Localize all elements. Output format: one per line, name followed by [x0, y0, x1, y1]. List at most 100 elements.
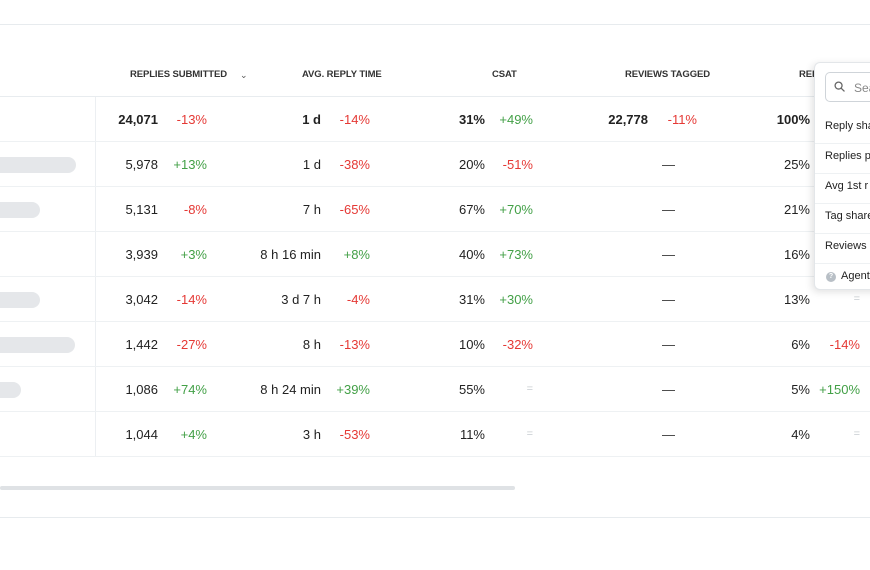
csat-value: 55%: [458, 382, 485, 397]
replies-change: -27%: [176, 337, 207, 352]
share-change: +150%: [819, 382, 860, 397]
metrics-dropdown: Sea Reply sha Replies p Avg 1st r Tag share…: [814, 62, 870, 290]
reviews-tagged-empty: —: [662, 157, 675, 172]
csat-value: 11%: [459, 427, 485, 442]
share-value: 13%: [783, 292, 810, 307]
horizontal-scrollbar[interactable]: [0, 486, 515, 490]
replies-value: 3,042: [125, 292, 158, 307]
metric-option[interactable]: Avg 1st r: [825, 180, 869, 192]
share-value: 25%: [783, 157, 810, 172]
header-csat[interactable]: CSAT: [492, 69, 517, 80]
table-row[interactable]: 5,131 -8% 7 h -65% 67% +70% 21% —: [0, 187, 870, 232]
reviews-tagged-empty: —: [662, 292, 675, 307]
share-change: =: [853, 293, 860, 305]
replies-change: +4%: [180, 427, 207, 442]
replies-value: 3,939: [125, 247, 158, 262]
reply-time-value: 8 h 24 min: [260, 382, 321, 397]
reply-time-change: -65%: [339, 202, 370, 217]
table-row[interactable]: 24,071 -13% 1 d -14% 31% +49% 100% 22,778 -11%: [0, 97, 870, 142]
row-name-placeholder: [0, 382, 21, 398]
table-row[interactable]: 5,978 +13% 1 d -38% 20% -51% 25% —: [0, 142, 870, 187]
row-name-placeholder: [0, 157, 76, 173]
csat-value: 20%: [458, 157, 485, 172]
reply-time-value: 1 d: [302, 112, 321, 127]
info-icon: ?: [826, 272, 836, 282]
replies-change: +13%: [173, 157, 207, 172]
row-name-placeholder: [0, 292, 40, 308]
share-value: 5%: [791, 382, 810, 397]
option-divider: [815, 143, 870, 144]
replies-change: +3%: [180, 247, 207, 262]
option-divider: [815, 203, 870, 204]
metric-option[interactable]: Reply sha: [825, 120, 870, 132]
reply-time-value: 3 h: [302, 427, 321, 442]
search-icon: [834, 81, 845, 92]
csat-change: =: [526, 383, 533, 395]
row-name-placeholder: [0, 202, 40, 218]
reply-time-value: 8 h 16 min: [260, 247, 321, 262]
share-value: 4%: [791, 427, 810, 442]
option-divider: [815, 233, 870, 234]
header-reviews-tagged[interactable]: REVIEWS TAGGED: [625, 69, 710, 80]
search-placeholder: Sea: [854, 81, 870, 95]
header-avg-reply-time[interactable]: AVG. REPLY TIME: [302, 69, 382, 80]
share-value: 21%: [783, 202, 810, 217]
reviews-tagged-empty: —: [662, 427, 675, 442]
metric-option[interactable]: Reviews r: [825, 240, 870, 252]
header-replies-submitted[interactable]: REPLIES SUBMITTED: [130, 69, 228, 80]
reviews-tagged-empty: —: [662, 202, 675, 217]
csat-value: 31%: [458, 112, 485, 127]
reviews-tagged-empty: —: [662, 382, 675, 397]
metric-search-input[interactable]: Sea: [825, 72, 870, 102]
reviews-tagged-empty: —: [662, 247, 675, 262]
metric-option[interactable]: Tag share: [825, 210, 870, 222]
csat-change: +73%: [499, 247, 533, 262]
row-name-placeholder: [0, 337, 75, 353]
csat-value: 31%: [458, 292, 485, 307]
option-divider: [815, 173, 870, 174]
csat-change: +30%: [499, 292, 533, 307]
column-divider: [95, 97, 96, 457]
csat-value: 67%: [458, 202, 485, 217]
share-change: -14%: [829, 337, 860, 352]
sort-desc-icon[interactable]: ⌄: [240, 70, 248, 80]
reply-time-value: 1 d: [302, 157, 321, 172]
reply-time-change: +39%: [336, 382, 370, 397]
replies-value: 1,442: [125, 337, 158, 352]
agent-option-label[interactable]: Agent: [841, 270, 870, 282]
metric-option[interactable]: Replies p: [825, 150, 870, 162]
table-row[interactable]: 3,042 -14% 3 d 7 h -4% 31% +30% 13% = —: [0, 277, 870, 322]
table-row[interactable]: 1,044 +4% 3 h -53% 11% = 4% = —: [0, 412, 870, 457]
replies-change: -8%: [183, 202, 207, 217]
csat-change: -32%: [502, 337, 533, 352]
bottom-divider: [0, 517, 870, 518]
reply-time-change: -4%: [346, 292, 370, 307]
table-row[interactable]: 3,939 +3% 8 h 16 min +8% 40% +73% 16% —: [0, 232, 870, 277]
replies-change: -14%: [176, 292, 207, 307]
top-divider: [0, 24, 870, 25]
csat-change: =: [526, 428, 533, 440]
reviews-tagged-change: -11%: [667, 112, 697, 127]
reply-time-change: -13%: [339, 337, 370, 352]
replies-value: 5,131: [125, 202, 158, 217]
table-row[interactable]: 1,086 +74% 8 h 24 min +39% 55% = 5% +150% —: [0, 367, 870, 412]
table-header: REPLIES SUBMITTED ⌄ AVG. REPLY TIME CSAT…: [0, 25, 870, 97]
report-table: REPLIES SUBMITTED ⌄ AVG. REPLY TIME CSAT…: [0, 25, 870, 490]
csat-change: -51%: [502, 157, 533, 172]
reply-time-value: 7 h: [302, 202, 321, 217]
option-divider: [815, 263, 870, 264]
replies-change: -13%: [176, 112, 207, 127]
header-truncated[interactable]: REI: [799, 69, 815, 80]
replies-value: 1,086: [125, 382, 158, 397]
reply-time-change: +8%: [343, 247, 370, 262]
reply-time-change: -38%: [339, 157, 370, 172]
reply-time-value: 3 d 7 h: [281, 292, 321, 307]
reply-time-change: -14%: [339, 112, 370, 127]
share-change: =: [853, 428, 860, 440]
replies-value: 5,978: [125, 157, 158, 172]
table-row[interactable]: 1,442 -27% 8 h -13% 10% -32% 6% -14% —: [0, 322, 870, 367]
replies-value: 1,044: [125, 427, 158, 442]
csat-change: +49%: [499, 112, 533, 127]
csat-value: 40%: [458, 247, 485, 262]
reviews-tagged-empty: —: [662, 337, 675, 352]
